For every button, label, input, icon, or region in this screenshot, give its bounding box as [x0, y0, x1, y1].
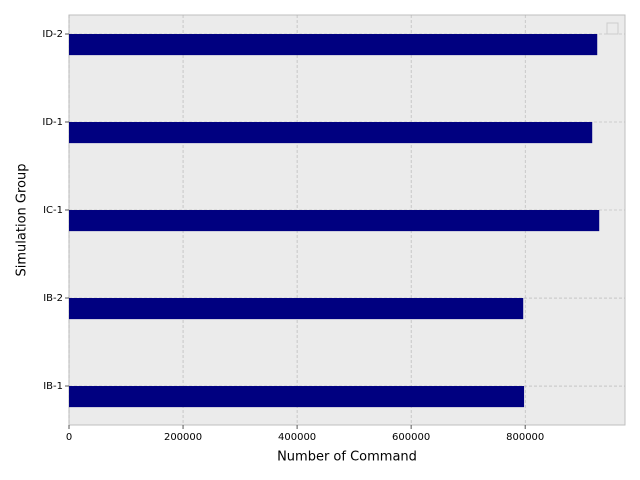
bar — [69, 122, 593, 144]
y-tick-label: IC-1 — [43, 205, 63, 216]
bar — [69, 210, 600, 232]
legend-box — [606, 22, 619, 35]
bar — [69, 298, 524, 320]
y-axis-label: Simulation Group — [15, 164, 30, 277]
x-tick-label: 800000 — [506, 432, 544, 443]
y-tick-label: IB-2 — [43, 293, 63, 304]
bar — [69, 34, 598, 56]
x-tick-label: 600000 — [392, 432, 430, 443]
y-tick-label: IB-1 — [43, 381, 63, 392]
x-tick-label: 0 — [66, 432, 72, 443]
x-tick-label: 200000 — [164, 432, 202, 443]
x-tick-label: 400000 — [278, 432, 316, 443]
y-tick-label: ID-1 — [42, 117, 63, 128]
y-tick-label: ID-2 — [42, 29, 63, 40]
bar — [69, 386, 525, 408]
x-axis-label: Number of Command — [277, 450, 417, 465]
